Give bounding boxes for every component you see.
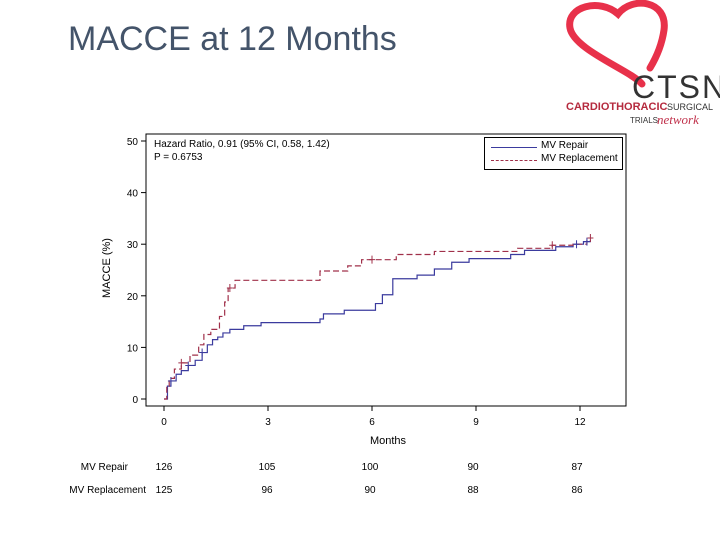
y-tick-label-10: 10	[127, 343, 139, 354]
censor-mark-0-4	[583, 237, 590, 246]
slide-title: MACCE at 12 Months	[68, 20, 397, 58]
risk-repair-9: 90	[467, 462, 479, 473]
censor-mark-1-2	[369, 255, 375, 264]
censor-mark-1-1	[226, 284, 233, 293]
x-tick-label-6: 6	[369, 417, 375, 428]
y-tick-label-0: 0	[132, 395, 138, 406]
heart-icon	[566, 0, 668, 88]
logo-name: CTSN	[632, 69, 720, 105]
censor-mark-1-3	[549, 241, 556, 250]
logo-line2: SURGICAL	[667, 102, 713, 112]
y-axis-label: MACCE (%)	[101, 238, 113, 298]
logo-line3: TRIALS	[630, 116, 658, 125]
censor-mark-0-3	[573, 240, 580, 249]
legend-label-replacement: MV Replacement	[541, 153, 618, 164]
x-tick-label-12: 12	[574, 417, 586, 428]
logo-line4: network	[657, 112, 699, 127]
x-tick-label-3: 3	[265, 417, 271, 428]
y-tick-label-50: 50	[127, 137, 139, 148]
risk-repair-0: 126	[155, 462, 173, 473]
risk-repair-6: 100	[361, 462, 379, 473]
hazard-ratio-text: Hazard Ratio, 0.91 (95% CI, 0.58, 1.42)	[154, 139, 330, 150]
risk-replacement-0: 125	[155, 485, 173, 496]
censor-mark-0-2	[199, 348, 206, 357]
censor-mark-0-1	[185, 361, 192, 370]
x-axis-label: Months	[370, 435, 407, 447]
y-tick-label-20: 20	[127, 292, 139, 303]
p-value-text: P = 0.6753	[154, 152, 203, 163]
risk-replacement-6: 90	[364, 485, 376, 496]
x-axis: 0 3 6 9 12	[161, 406, 586, 428]
legend: MV Repair MV Replacement	[484, 137, 623, 170]
series-line-1	[164, 238, 588, 400]
logo-line1: CARDIOTHORACIC	[566, 101, 667, 113]
censor-marks	[167, 234, 594, 385]
risk-replacement-3: 96	[261, 485, 273, 496]
ctsn-logo: CTSN CARDIOTHORACIC SURGICAL TRIALS netw…	[566, 0, 720, 127]
risk-row-label-replacement: MV Replacement	[69, 485, 146, 496]
risk-repair-3: 105	[258, 462, 276, 473]
risk-replacement-12: 86	[571, 485, 583, 496]
series-group	[164, 238, 591, 400]
plot-frame	[145, 133, 627, 407]
censor-mark-1-4	[587, 234, 594, 243]
legend-swatch-replacement	[491, 160, 537, 161]
censor-mark-1-0	[178, 358, 185, 367]
y-tick-label-30: 30	[127, 240, 139, 251]
risk-replacement-9: 88	[467, 485, 479, 496]
censor-mark-0-0	[167, 376, 174, 385]
risk-repair-12: 87	[571, 462, 583, 473]
risk-row-label-repair: MV Repair	[80, 462, 128, 473]
legend-swatch-repair	[491, 147, 537, 148]
y-axis: 0 10 20 30 40 50	[127, 137, 146, 406]
series-line-0	[164, 240, 591, 400]
y-tick-label-40: 40	[127, 189, 139, 200]
x-tick-label-0: 0	[161, 417, 167, 428]
legend-label-repair: MV Repair	[541, 140, 589, 151]
x-tick-label-9: 9	[473, 417, 479, 428]
